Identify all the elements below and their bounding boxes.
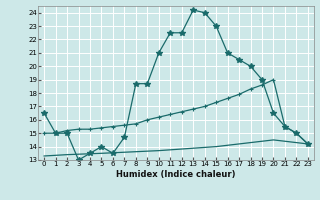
X-axis label: Humidex (Indice chaleur): Humidex (Indice chaleur): [116, 170, 236, 179]
